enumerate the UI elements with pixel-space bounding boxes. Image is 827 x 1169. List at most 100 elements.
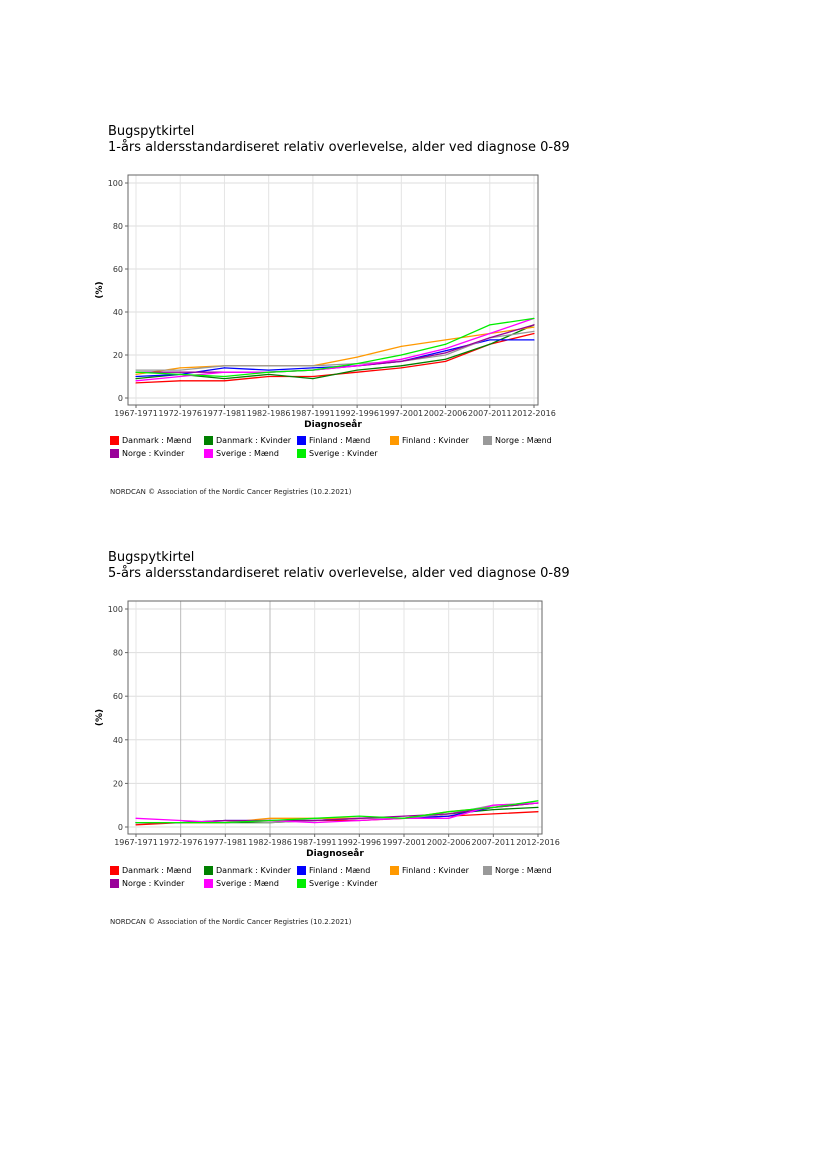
data-point [269,817,271,819]
data-point [492,813,494,815]
data-point [400,354,402,356]
data-point [314,817,316,819]
data-point [135,369,137,371]
data-point [448,817,450,819]
data-point [312,367,314,369]
legend-label: Norge : Kvinder [122,449,185,458]
legend-item: Finland : Mænd [297,866,370,878]
x-tick-label: 1967-1971 [114,409,158,418]
y-tick-label: 0 [118,823,123,832]
legend-item: Sverige : Mænd [204,879,279,891]
legend-label: Danmark : Kvinder [216,436,292,445]
x-tick-label: 1987-1991 [293,838,337,847]
legend-label: Norge : Mænd [495,866,552,875]
data-point [537,806,539,808]
y-tick-label: 40 [113,736,123,745]
data-point [269,822,271,824]
legend-swatch [204,436,213,445]
legend-item: Danmark : Mænd [110,866,191,878]
data-point [537,800,539,802]
legend-swatch [297,449,306,458]
data-point [268,365,270,367]
footer-credit: NORDCAN © Association of the Nordic Canc… [110,488,352,496]
data-point [533,332,535,335]
legend-swatch [204,879,213,888]
data-point [223,380,226,382]
legend-item: Finland : Kvinder [390,436,469,448]
data-point [223,367,226,369]
data-point [223,378,226,380]
series-line-sverige-mænd [135,317,535,382]
legend-label: Sverige : Kvinder [309,879,378,888]
data-point [533,324,535,326]
y-tick-label: 100 [108,605,123,614]
data-point [356,371,358,373]
data-point [312,375,314,378]
data-point [448,815,450,817]
legend-item: Sverige : Kvinder [297,449,378,461]
y-tick-label: 20 [113,779,123,788]
legend-item: Norge : Kvinder [110,879,184,891]
x-tick-label: 1977-1981 [204,838,248,847]
data-point [444,354,447,356]
data-point [533,330,535,332]
data-point [268,371,270,373]
data-point [135,824,137,826]
series-line-sverige-mænd [135,802,539,824]
data-point [224,822,226,824]
legend-item: Danmark : Kvinder [204,436,291,448]
data-point [492,806,494,808]
data-point [533,317,535,320]
data-point [533,339,535,341]
legend-item: Danmark : Mænd [110,436,191,448]
y-tick-label: 80 [113,222,123,231]
x-axis-label: Diagnoseår [306,848,364,859]
x-tick-label: 1997-2001 [380,409,424,418]
data-point [400,367,402,369]
data-point [269,819,271,822]
legend-label: Finland : Mænd [309,436,371,445]
y-tick-label: 0 [118,394,123,403]
data-point [358,817,360,819]
data-point [135,375,137,378]
data-point [179,371,181,373]
data-point [224,819,226,822]
y-tick-label: 60 [113,265,123,274]
data-point [444,350,447,352]
x-tick-label: 1997-2001 [382,838,426,847]
y-tick-label: 20 [113,351,123,360]
x-axis-label: Diagnoseår [304,419,362,430]
data-point [135,371,137,373]
data-point [268,375,270,378]
data-point [537,811,539,813]
data-point [314,819,316,822]
x-tick-label: 1967-1971 [114,838,158,847]
data-point [489,343,491,345]
data-point [403,815,405,817]
data-point [179,375,181,378]
legend-swatch [297,866,306,875]
legend-label: Finland : Kvinder [402,436,469,445]
legend-label: Finland : Mænd [309,866,371,875]
x-tick-label: 1992-1996 [338,838,382,847]
y-axis-label: (%) [95,281,105,298]
plot-frame [127,600,543,835]
data-point [489,337,491,339]
data-point [358,815,360,817]
legend-label: Sverige : Kvinder [309,449,378,458]
legend-label: Sverige : Mænd [216,449,279,458]
data-point [356,363,358,365]
series-line-norge-mænd [136,330,535,371]
chart-panel-2: Bugspytkirtel 5-års aldersstandardiseret… [95,550,570,926]
data-point [268,369,270,371]
x-tick-label: 1982-1986 [247,409,291,418]
data-point [268,373,270,375]
data-point [356,365,358,367]
data-point [444,352,447,354]
x-tick-label: 2002-2006 [427,838,471,847]
data-point [180,822,182,824]
legend-swatch [483,436,492,445]
data-point [223,371,226,373]
data-point [135,817,137,819]
